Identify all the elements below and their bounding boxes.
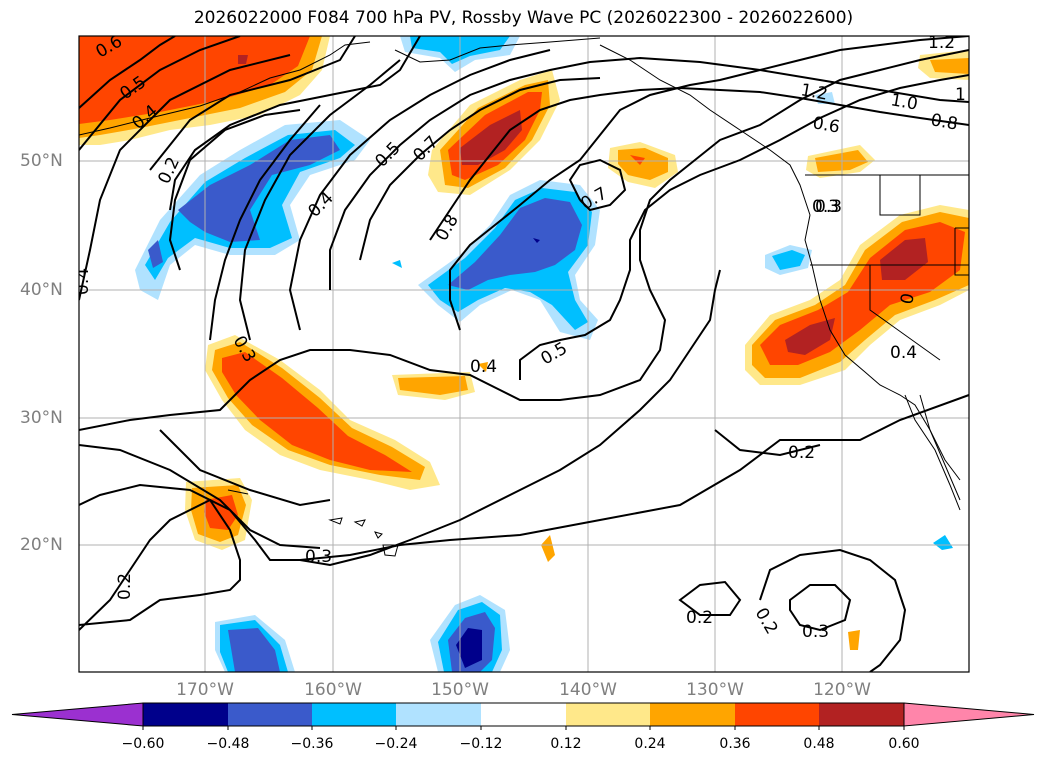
contour-label: 0.3	[305, 547, 332, 567]
contour-label: 0.3	[802, 622, 829, 642]
colorbar-segment	[566, 703, 650, 726]
colorbar-segment	[396, 703, 481, 726]
lon-label-170w: 170°W	[176, 680, 234, 700]
contour-label: 0.4	[890, 343, 917, 363]
map-frame	[78, 35, 970, 673]
colorbar	[11, 702, 1035, 730]
negative-anomaly-shading	[135, 36, 953, 672]
contour-label: 0.2	[686, 608, 713, 628]
pv-contours	[79, 36, 969, 672]
colorbar-extend-left	[11, 702, 144, 727]
colorbar-tick: −0.12	[459, 736, 503, 752]
contour-label: 0.8	[929, 110, 959, 134]
colorbar-segment	[650, 703, 735, 726]
colorbar-segment	[143, 703, 228, 726]
lat-label-40n: 40°N	[20, 280, 63, 300]
contour-label: 0.3	[815, 197, 842, 217]
colorbar-tick: 0.48	[803, 736, 835, 752]
contour-label: 0	[897, 292, 919, 306]
colorbar-tick: 0.24	[634, 736, 666, 752]
colorbar-tick: 0.60	[888, 736, 920, 752]
contour-label: 0.3	[812, 197, 839, 217]
contour-label: 0.4	[73, 268, 93, 295]
contour-label: 0.2	[115, 573, 135, 600]
lon-label-150w: 150°W	[431, 680, 489, 700]
coastlines	[79, 37, 969, 557]
map-area: 0.6 0.5 0.4 0.2 0.4 0.5 0.7 0.8 0.7 0.4 …	[73, 33, 969, 672]
contour-label: 0.4	[470, 357, 497, 377]
contour-label: 1.2	[799, 80, 829, 104]
lat-label-20n: 20°N	[20, 535, 63, 555]
contour-label: 0.6	[811, 113, 841, 137]
contour-label: 1.2	[928, 33, 955, 53]
colorbar-frame	[142, 702, 905, 727]
lat-label-50n: 50°N	[20, 151, 63, 171]
colorbar-segment	[819, 703, 904, 726]
colorbar-tick: −0.36	[290, 736, 334, 752]
lon-label-130w: 130°W	[686, 680, 744, 700]
colorbar-tick: −0.48	[206, 736, 250, 752]
colorbar-segment	[228, 703, 312, 726]
colorbar-segment	[481, 703, 566, 726]
colorbar-extend-right	[903, 702, 1035, 727]
colorbar-tick: −0.24	[374, 736, 418, 752]
lat-label-30n: 30°N	[20, 408, 63, 428]
lon-label-160w: 160°W	[304, 680, 362, 700]
colorbar-tick: 0.36	[719, 736, 751, 752]
contour-label: 0.2	[788, 443, 815, 463]
lon-label-120w: 120°W	[813, 680, 871, 700]
colorbar-tick: −0.60	[121, 736, 165, 752]
contour-label: 1	[955, 85, 966, 105]
colorbar-tick: 0.12	[550, 736, 582, 752]
colorbar-segment	[312, 703, 396, 726]
colorbar-segment	[735, 703, 819, 726]
contour-label: 1.0	[889, 90, 919, 114]
map-title: 2026022000 F084 700 hPa PV, Rossby Wave …	[193, 8, 854, 28]
lon-label-140w: 140°W	[559, 680, 617, 700]
